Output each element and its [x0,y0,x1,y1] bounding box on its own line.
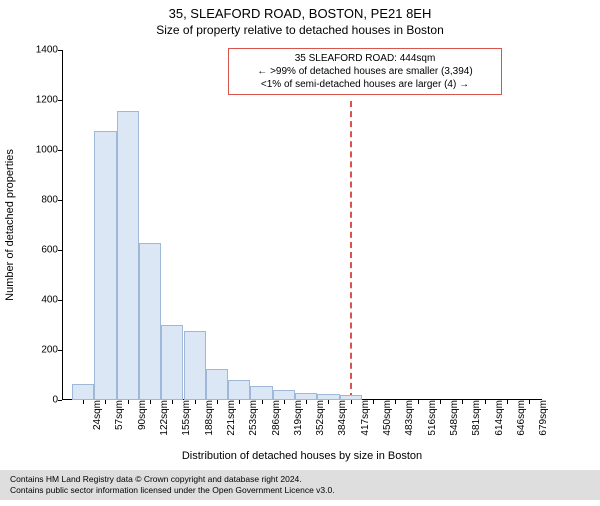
x-tick-mark [128,400,129,404]
x-tick-mark [217,400,218,404]
x-tick-mark [373,400,374,404]
x-tick-mark [462,400,463,404]
x-tick-label: 319sqm [288,400,304,436]
histogram-bar [250,386,272,400]
x-tick-mark [262,400,263,404]
x-tick-label: 516sqm [422,400,438,436]
x-tick-mark [172,400,173,404]
x-tick-label: 221sqm [221,400,237,436]
x-tick-mark [529,400,530,404]
y-tick-mark [58,400,62,401]
footer-attribution: Contains HM Land Registry data © Crown c… [0,470,600,500]
footer-line-1: Contains HM Land Registry data © Crown c… [10,474,600,485]
y-tick-mark [58,300,62,301]
x-tick-mark [150,400,151,404]
x-tick-label: 679sqm [533,400,549,436]
x-tick-label: 155sqm [176,400,192,436]
x-tick-mark [105,400,106,404]
x-tick-label: 352sqm [310,400,326,436]
histogram-bar [94,131,116,400]
x-tick-label: 614sqm [489,400,505,436]
histogram-bar [184,331,206,400]
histogram-bar [295,393,317,401]
histogram-bar [273,390,295,400]
x-tick-mark [440,400,441,404]
page-title: 35, SLEAFORD ROAD, BOSTON, PE21 8EH [0,6,600,21]
x-tick-mark [395,400,396,404]
x-tick-label: 57sqm [109,400,125,430]
x-tick-label: 417sqm [355,400,371,436]
x-tick-label: 24sqm [87,400,103,430]
y-tick-mark [58,200,62,201]
y-axis-label: Number of detached properties [4,149,16,301]
x-tick-label: 483sqm [399,400,415,436]
histogram-bar [206,369,228,400]
x-tick-label: 286sqm [266,400,282,436]
x-tick-mark [239,400,240,404]
histogram-bar [228,380,250,400]
histogram-bar [139,243,161,401]
x-tick-label: 253sqm [243,400,259,436]
x-tick-label: 548sqm [444,400,460,436]
x-tick-label: 450sqm [377,400,393,436]
x-tick-label: 646sqm [511,400,527,436]
histogram-chart: 020040060080010001200140024sqm57sqm90sqm… [62,50,542,400]
page-subtitle: Size of property relative to detached ho… [0,23,600,37]
x-tick-mark [507,400,508,404]
x-tick-mark [351,400,352,404]
y-tick-mark [58,350,62,351]
x-tick-mark [485,400,486,404]
x-tick-label: 90sqm [132,400,148,430]
y-tick-mark [58,50,62,51]
x-tick-label: 384sqm [332,400,348,436]
x-tick-mark [418,400,419,404]
histogram-bar [161,325,183,400]
x-tick-label: 188sqm [199,400,215,436]
x-axis-label: Distribution of detached houses by size … [182,450,422,462]
y-tick-mark [58,250,62,251]
x-tick-label: 122sqm [154,400,170,436]
x-tick-mark [284,400,285,404]
y-tick-mark [58,100,62,101]
x-tick-mark [83,400,84,404]
x-tick-mark [328,400,329,404]
footer-line-2: Contains public sector information licen… [10,485,600,496]
histogram-bar [117,111,139,400]
histogram-bar [72,384,94,400]
y-tick-mark [58,150,62,151]
x-tick-mark [195,400,196,404]
x-tick-label: 581sqm [466,400,482,436]
x-tick-mark [306,400,307,404]
